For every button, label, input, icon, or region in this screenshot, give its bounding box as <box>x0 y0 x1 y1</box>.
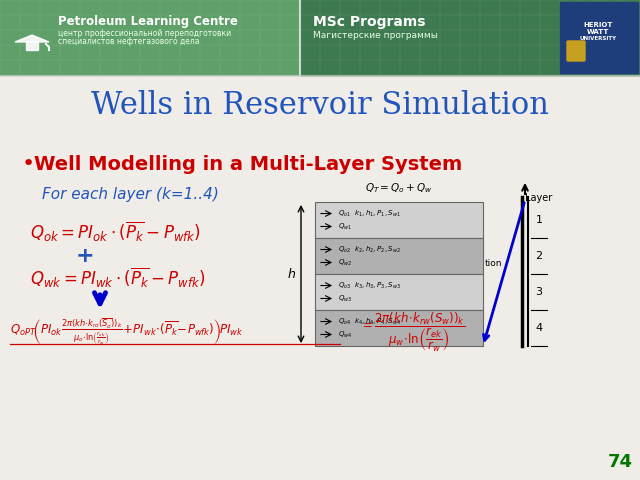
Text: $Q_{o2}$  $k_2, h_2, P_2, S_{w2}$: $Q_{o2}$ $k_2, h_2, P_2, S_{w2}$ <box>338 244 401 254</box>
Text: HERIOT: HERIOT <box>583 22 612 28</box>
Text: MSc Programs: MSc Programs <box>313 15 426 29</box>
Text: Магистерские программы: Магистерские программы <box>313 32 438 40</box>
Text: UNIVERSITY: UNIVERSITY <box>579 36 616 41</box>
Text: •: • <box>22 154 35 174</box>
Text: специалистов нефтегазового дела: специалистов нефтегазового дела <box>58 37 200 47</box>
Text: $Q_{wk} = PI_{wk} \cdot (\overline{P_k} - P_{wfk})$: $Q_{wk} = PI_{wk} \cdot (\overline{P_k} … <box>30 266 206 290</box>
Text: WATT: WATT <box>587 29 609 35</box>
Text: $Q_{w4}$: $Q_{w4}$ <box>338 329 353 339</box>
Bar <box>315 274 483 310</box>
Text: $Q_{w3}$: $Q_{w3}$ <box>338 293 352 303</box>
Text: Well Modelling in a Multi-Layer System: Well Modelling in a Multi-Layer System <box>34 155 462 173</box>
Text: Wells in Reservoir Simulation: Wells in Reservoir Simulation <box>91 91 549 121</box>
Text: $Q_{w2}$: $Q_{w2}$ <box>338 257 352 267</box>
Text: 2: 2 <box>536 251 543 261</box>
Text: $Q_{o3}$  $k_3, h_3, P_3, S_{w3}$: $Q_{o3}$ $k_3, h_3, P_3, S_{w3}$ <box>338 280 401 290</box>
Text: $=\dfrac{2\pi(kh\!\cdot\!k_{rw}(S_w))_k}{\mu_w\!\cdot\!\ln\!\left(\dfrac{r_{ek}}: $=\dfrac{2\pi(kh\!\cdot\!k_{rw}(S_w))_k}… <box>360 310 465 354</box>
Polygon shape <box>15 35 49 42</box>
FancyBboxPatch shape <box>567 41 585 61</box>
Text: $Q_{w1}$: $Q_{w1}$ <box>338 221 352 231</box>
Bar <box>315 202 483 238</box>
Text: 74: 74 <box>607 453 632 471</box>
Text: 1: 1 <box>536 215 543 225</box>
Bar <box>560 2 638 73</box>
Text: центр профессиональной переподготовки: центр профессиональной переподготовки <box>58 29 231 38</box>
Text: Petroleum Learning Centre: Petroleum Learning Centre <box>58 15 238 28</box>
Text: 3: 3 <box>536 287 543 297</box>
Text: Layer: Layer <box>525 193 552 203</box>
Text: For each layer (k=1..4): For each layer (k=1..4) <box>42 188 219 203</box>
Text: $Q_{oPT}\!\left(PI_{ok}\frac{2\pi(kh\!\cdot\!k_{ro}(\overline{S_o}))_k}{\mu_o\!\: $Q_{oPT}\!\left(PI_{ok}\frac{2\pi(kh\!\c… <box>10 317 244 347</box>
Bar <box>315 238 483 274</box>
Bar <box>315 310 483 346</box>
Text: $Q_{ok} = PI_{ok} \cdot (\overline{P_k} - P_{wfk})$: $Q_{ok} = PI_{ok} \cdot (\overline{P_k} … <box>30 220 201 244</box>
Text: $Q_{o4}$  $k_4, h_4, P_4, S_{w4}$: $Q_{o4}$ $k_4, h_4, P_4, S_{w4}$ <box>338 316 401 326</box>
Bar <box>300 0 640 75</box>
Bar <box>26 41 38 50</box>
Bar <box>0 0 640 75</box>
Text: h: h <box>287 267 295 280</box>
Text: $Q_T = Q_o + Q_w$: $Q_T = Q_o + Q_w$ <box>365 181 433 195</box>
Text: tion: tion <box>485 260 502 268</box>
Text: 4: 4 <box>536 323 543 333</box>
Text: $Q_{o1}$  $k_1, h_1, P_1, S_{w1}$: $Q_{o1}$ $k_1, h_1, P_1, S_{w1}$ <box>338 208 401 218</box>
Text: +: + <box>76 246 94 266</box>
